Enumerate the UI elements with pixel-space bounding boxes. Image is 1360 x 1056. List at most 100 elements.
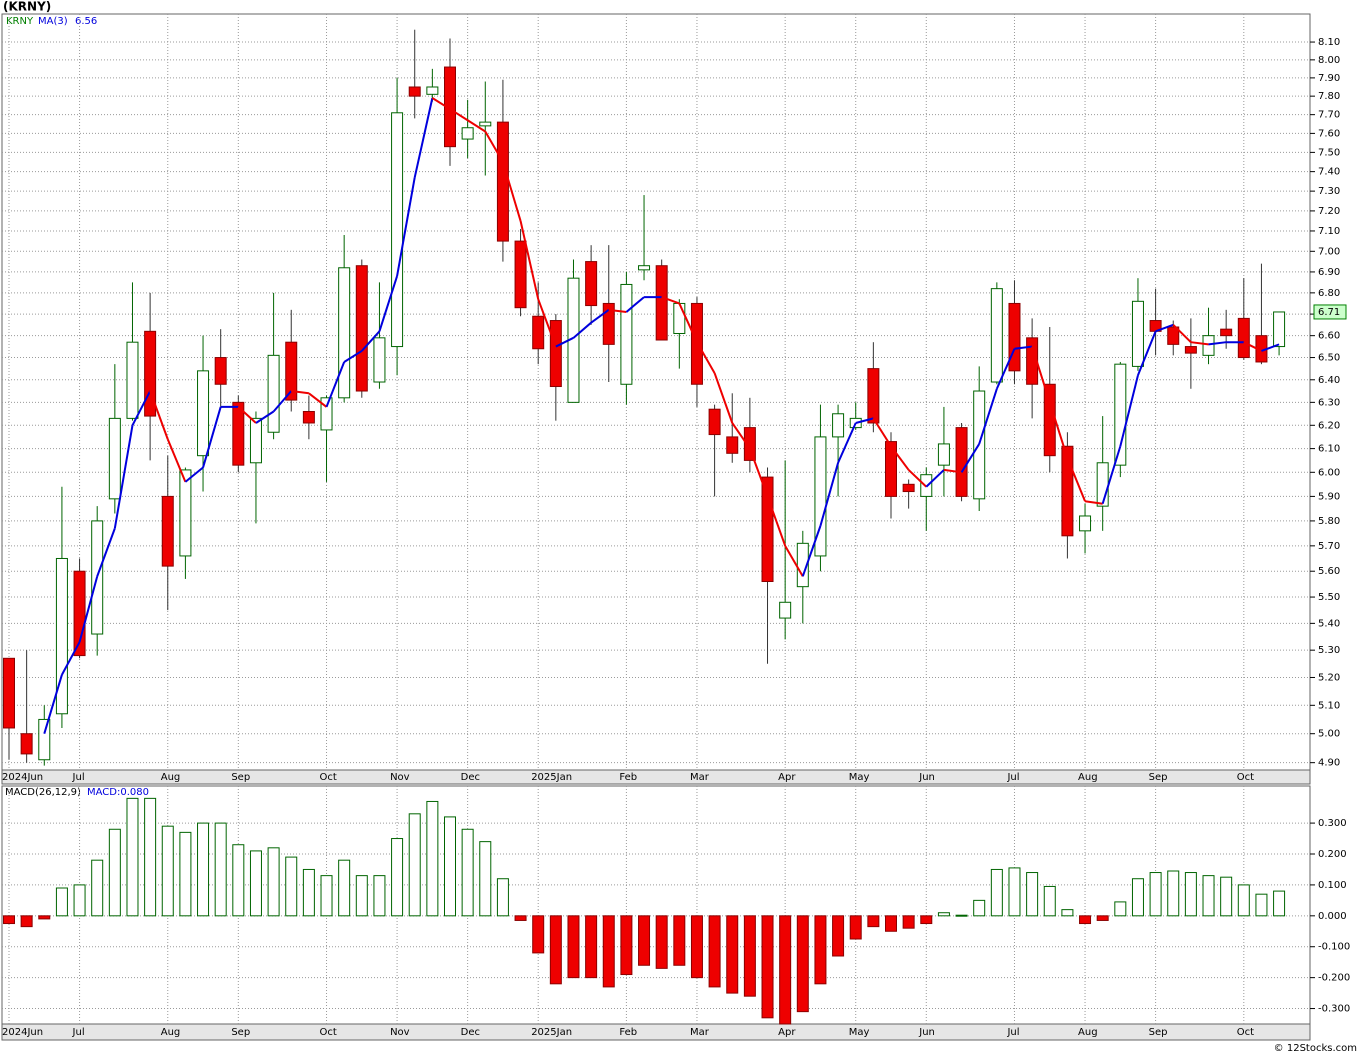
ma-segment bbox=[202, 406, 222, 468]
candle-body bbox=[1008, 302, 1021, 372]
legend-ma: MA(3) bbox=[38, 16, 68, 27]
ma-segment bbox=[343, 350, 363, 363]
y-tick-label: 7.40 bbox=[1318, 167, 1340, 178]
ma-segment bbox=[413, 97, 434, 178]
candle-body bbox=[1131, 300, 1144, 367]
ma-segment bbox=[501, 161, 522, 222]
ma-segment bbox=[1243, 341, 1262, 352]
bar bbox=[38, 915, 51, 920]
y-tick-label: 0.100 bbox=[1318, 880, 1347, 891]
candle-body bbox=[955, 427, 968, 497]
candle-body bbox=[1114, 363, 1127, 466]
ma-segment bbox=[1190, 341, 1209, 346]
bar bbox=[426, 800, 439, 917]
y-tick-label: -0.100 bbox=[1318, 942, 1350, 953]
bar bbox=[937, 912, 950, 917]
ma-segment bbox=[1155, 323, 1174, 333]
y-tick-label: 7.90 bbox=[1318, 73, 1340, 84]
y-tick-label: 0.000 bbox=[1318, 911, 1347, 922]
x-tick-label: Jun bbox=[918, 772, 935, 783]
ma-segment bbox=[855, 417, 874, 424]
y-tick-label: 4.90 bbox=[1318, 758, 1340, 769]
candle-body bbox=[214, 357, 227, 385]
x-tick-label: Feb bbox=[619, 772, 637, 783]
ma-segment bbox=[361, 330, 381, 352]
ma-segment bbox=[43, 674, 63, 734]
candle-body bbox=[55, 557, 68, 715]
bar bbox=[849, 915, 862, 940]
candle-body bbox=[391, 112, 404, 348]
bar bbox=[1202, 875, 1215, 917]
bar bbox=[602, 915, 615, 988]
x-tick-label: Apr bbox=[778, 772, 796, 783]
candle-body bbox=[814, 436, 827, 557]
ma-segment bbox=[308, 392, 328, 408]
bar bbox=[1167, 870, 1180, 917]
x-tick-label: Sep bbox=[1149, 772, 1168, 783]
candle-body bbox=[549, 320, 562, 388]
x-tick-label: Nov bbox=[390, 1027, 410, 1038]
x-tick-label: 2024Jun bbox=[2, 1027, 43, 1038]
bar bbox=[1079, 915, 1092, 925]
candle-body bbox=[426, 86, 439, 95]
bar bbox=[126, 797, 139, 917]
ma-segment bbox=[872, 417, 892, 447]
y-tick-label: 5.40 bbox=[1318, 618, 1340, 629]
bar bbox=[232, 844, 245, 917]
y-tick-label: 6.40 bbox=[1318, 375, 1340, 386]
ma-segment bbox=[696, 341, 716, 374]
ma-segment bbox=[166, 438, 187, 483]
ma-segment bbox=[467, 119, 486, 133]
y-tick-label: 6.90 bbox=[1318, 267, 1340, 278]
candle-body bbox=[1167, 326, 1180, 345]
bar bbox=[320, 875, 333, 917]
x-tick-label: Aug bbox=[161, 772, 181, 783]
ma-segment bbox=[978, 388, 998, 445]
y-tick-label: 7.20 bbox=[1318, 206, 1340, 217]
bar bbox=[1149, 872, 1162, 917]
candle-body bbox=[320, 397, 333, 431]
ma-segment bbox=[608, 308, 627, 313]
x-tick-label: Oct bbox=[1237, 1027, 1254, 1038]
y-tick-label: 7.70 bbox=[1318, 110, 1340, 121]
ma-segment bbox=[484, 131, 504, 163]
y-tick-label: -0.200 bbox=[1318, 973, 1350, 984]
ma-segment bbox=[748, 448, 769, 497]
y-tick-label: 5.30 bbox=[1318, 645, 1340, 656]
candle-body bbox=[1061, 445, 1074, 537]
ma-segment bbox=[1031, 346, 1051, 403]
x-tick-label: Nov bbox=[390, 772, 410, 783]
bar bbox=[161, 825, 174, 917]
candle-body bbox=[126, 341, 139, 419]
ma-segment bbox=[555, 336, 574, 348]
candle-body bbox=[197, 370, 210, 457]
panel bbox=[1, 13, 1311, 771]
ma-segment bbox=[1084, 500, 1103, 505]
bar bbox=[249, 850, 262, 917]
candle-body bbox=[20, 733, 33, 755]
bar bbox=[1184, 872, 1197, 917]
x-tick-label: Aug bbox=[1078, 772, 1098, 783]
bar bbox=[814, 915, 827, 985]
y-tick-label: -0.300 bbox=[1318, 1004, 1350, 1015]
y-tick-label: 7.60 bbox=[1318, 128, 1340, 139]
bar bbox=[214, 822, 227, 917]
y-tick-label: 5.80 bbox=[1318, 516, 1340, 527]
bar bbox=[20, 915, 33, 928]
ma-segment bbox=[766, 496, 787, 547]
bar bbox=[179, 831, 192, 917]
date-strip bbox=[1, 1023, 1311, 1041]
ma-segment bbox=[1119, 375, 1139, 447]
x-tick-label: Oct bbox=[320, 772, 337, 783]
x-tick-label: Sep bbox=[1149, 1027, 1168, 1038]
candle-body bbox=[532, 315, 545, 350]
bar bbox=[338, 859, 351, 917]
candle-body bbox=[937, 443, 950, 466]
bar bbox=[1026, 872, 1039, 917]
x-tick-label: Jul bbox=[72, 772, 85, 783]
candle-body bbox=[514, 240, 527, 309]
candle-body bbox=[108, 417, 121, 500]
candle-body bbox=[249, 417, 262, 464]
x-tick-label: Oct bbox=[320, 1027, 337, 1038]
